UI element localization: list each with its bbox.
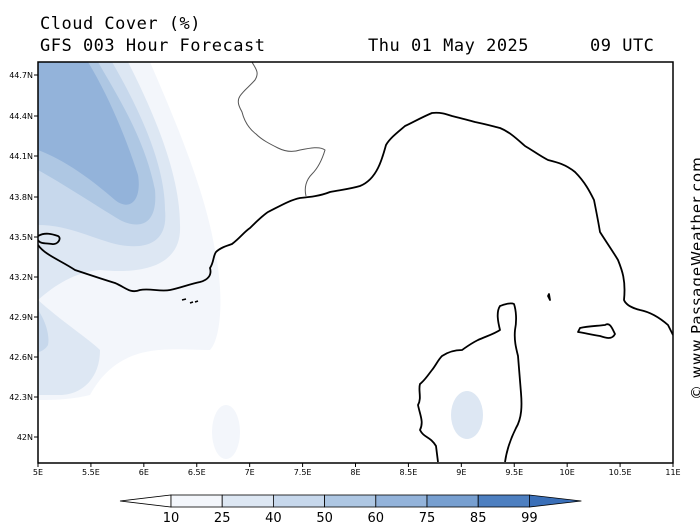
weather-map: 44.7N 44.4N 44.1N 43.8N 43.5N 43.2N 42.9N 42.6N… bbox=[9, 61, 681, 477]
coastline bbox=[38, 111, 673, 463]
lon-tick-label: 11E bbox=[665, 468, 680, 477]
lon-tick-label: 6E bbox=[139, 468, 149, 477]
lat-tick-label: 43.2N bbox=[9, 273, 33, 282]
color-legend: 10 25 40 50 60 75 85 99 bbox=[119, 494, 582, 525]
lon-tick-label: 7E bbox=[245, 468, 255, 477]
lat-tick-label: 44.1N bbox=[9, 152, 33, 161]
forecast-subtitle: GFS 003 Hour Forecast bbox=[40, 36, 266, 56]
legend-label: 75 bbox=[419, 511, 436, 525]
legend-swatch bbox=[272, 494, 325, 508]
lon-tick-label: 6.5E bbox=[188, 468, 206, 477]
legend-labels: 10 25 40 50 60 75 85 99 bbox=[163, 511, 538, 525]
legend-label: 40 bbox=[265, 511, 282, 525]
lat-tick-label: 42.9N bbox=[9, 313, 33, 322]
lat-tick-label: 42N bbox=[17, 433, 33, 442]
forecast-time: 09 UTC bbox=[590, 36, 655, 56]
latitude-axis: 44.7N 44.4N 44.1N 43.8N 43.5N 43.2N 42.9N 42.6N… bbox=[9, 71, 38, 442]
lon-tick-label: 8E bbox=[350, 468, 360, 477]
legend-swatch bbox=[170, 494, 223, 508]
lon-tick-label: 9E bbox=[456, 468, 466, 477]
legend-high-arrow bbox=[529, 494, 582, 508]
legend-low-arrow bbox=[119, 494, 172, 508]
lon-tick-label: 10.5E bbox=[609, 468, 632, 477]
legend-label: 25 bbox=[214, 511, 231, 525]
forecast-date: Thu 01 May 2025 bbox=[368, 36, 530, 56]
border-lines bbox=[237, 62, 326, 197]
legend-swatch bbox=[221, 494, 274, 508]
lat-tick-label: 43.8N bbox=[9, 193, 33, 202]
legend-swatch bbox=[375, 494, 428, 508]
watermark: © www.PassageWeather.com bbox=[676, 150, 700, 400]
lat-tick-label: 43.5N bbox=[9, 233, 33, 242]
legend-label: 60 bbox=[368, 511, 385, 525]
legend-label: 99 bbox=[521, 511, 538, 525]
lon-tick-label: 8.5E bbox=[400, 468, 418, 477]
legend-label: 85 bbox=[470, 511, 487, 525]
cloud-cover-layer bbox=[38, 62, 483, 459]
legend-swatch bbox=[477, 494, 530, 508]
watermark-text: © www.PassageWeather.com bbox=[688, 156, 700, 400]
legend-swatch bbox=[324, 494, 377, 508]
lat-tick-label: 44.7N bbox=[9, 71, 33, 80]
lat-tick-label: 44.4N bbox=[9, 112, 33, 121]
lon-tick-label: 9.5E bbox=[505, 468, 523, 477]
legend-label: 10 bbox=[163, 511, 180, 525]
longitude-axis: 5E 5.5E 6E 6.5E 7E 7.5E 8E 8.5E 9E 9.5E 10E 10.5E 11… bbox=[33, 463, 681, 477]
legend-label: 50 bbox=[316, 511, 333, 525]
lat-tick-label: 42.6N bbox=[9, 353, 33, 362]
legend-bar bbox=[119, 494, 582, 508]
map-title: Cloud Cover (%) bbox=[40, 14, 202, 34]
legend-swatch bbox=[426, 494, 479, 508]
lon-tick-label: 10E bbox=[560, 468, 575, 477]
lon-tick-label: 5E bbox=[33, 468, 43, 477]
lon-tick-label: 5.5E bbox=[82, 468, 100, 477]
lat-tick-label: 42.3N bbox=[9, 393, 33, 402]
lon-tick-label: 7.5E bbox=[294, 468, 312, 477]
